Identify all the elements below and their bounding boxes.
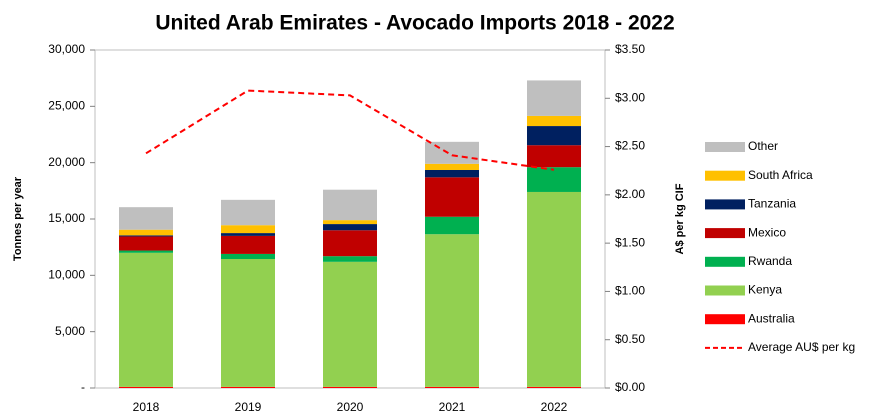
bar-segment xyxy=(119,236,173,251)
bar-segment xyxy=(221,233,275,236)
bar-segment xyxy=(527,115,581,127)
bar-segment xyxy=(425,141,479,164)
legend-label: Rwanda xyxy=(748,254,792,268)
y2-tick-label: $1.50 xyxy=(615,235,645,249)
legend-label: Other xyxy=(748,139,778,153)
y2-tick-label: $3.50 xyxy=(615,42,645,56)
bar-segment xyxy=(221,225,275,234)
y2-tick-label: $3.00 xyxy=(615,90,645,104)
bar-segment xyxy=(527,145,581,168)
bar-segment xyxy=(323,386,377,388)
bar-segment xyxy=(119,207,173,230)
x-tick-label: 2020 xyxy=(337,400,364,414)
legend-label: Australia xyxy=(748,311,795,325)
x-tick-label: 2019 xyxy=(235,400,262,414)
y-tick-label: - xyxy=(81,380,85,394)
bar-segment xyxy=(119,229,173,236)
bar-segment xyxy=(425,169,479,178)
bar-segment xyxy=(221,386,275,388)
y-axis-label: Tonnes per year xyxy=(12,176,24,261)
bar-segment xyxy=(425,386,479,388)
chart-title: United Arab Emirates - Avocado Imports 2… xyxy=(155,12,674,35)
legend-swatch xyxy=(705,199,745,210)
bar-segment xyxy=(323,224,377,231)
y2-tick-label: $0.00 xyxy=(615,380,645,394)
legend-swatch xyxy=(705,256,745,267)
x-tick-label: 2021 xyxy=(439,400,466,414)
legend-swatch xyxy=(705,285,745,296)
y-tick-label: 20,000 xyxy=(48,155,85,169)
bar-segment xyxy=(527,167,581,192)
bar-segment xyxy=(323,261,377,387)
legend-label: Average AU$ per kg xyxy=(748,340,855,354)
bar-segment xyxy=(221,235,275,254)
legend-label: Kenya xyxy=(748,283,782,297)
y-tick-label: 30,000 xyxy=(48,42,85,56)
bar-segment xyxy=(119,235,173,237)
y-tick-label: 5,000 xyxy=(55,324,85,338)
legend-swatch xyxy=(705,142,745,152)
bar-segment xyxy=(527,191,581,387)
bar-segment xyxy=(323,256,377,262)
y2-tick-label: $2.50 xyxy=(615,139,645,153)
legend-label: Tanzania xyxy=(748,197,796,211)
y2-tick-label: $1.00 xyxy=(615,284,645,298)
legend-label: South Africa xyxy=(748,168,813,182)
bar-segment xyxy=(323,230,377,257)
bar-segment xyxy=(221,258,275,387)
bar-segment xyxy=(527,80,581,116)
bar-segment xyxy=(425,234,479,387)
bar-segment xyxy=(425,177,479,217)
legend-swatch xyxy=(705,170,745,181)
y2-axis-label: A$ per kg CIF xyxy=(674,183,686,254)
y-tick-label: 25,000 xyxy=(48,99,85,113)
bar-segment xyxy=(323,189,377,221)
line-series xyxy=(145,89,555,171)
x-tick-label: 2018 xyxy=(133,400,160,414)
bar-segment xyxy=(221,199,275,226)
legend-swatch xyxy=(705,228,745,239)
y-tick-label: 15,000 xyxy=(48,211,85,225)
bar-segment xyxy=(221,253,275,259)
y2-tick-label: $2.00 xyxy=(615,187,645,201)
bar-segment xyxy=(527,386,581,388)
y-tick-label: 10,000 xyxy=(48,268,85,282)
bar-segment xyxy=(119,250,173,253)
bar-segment xyxy=(425,216,479,235)
x-tick-label: 2022 xyxy=(541,400,568,414)
bar-segment xyxy=(425,163,479,170)
bar-segment xyxy=(323,220,377,225)
bar-segment xyxy=(119,386,173,388)
y2-tick-label: $0.50 xyxy=(615,332,645,346)
bar-segment xyxy=(527,126,581,146)
legend-swatch xyxy=(705,314,745,325)
legend-label: Mexico xyxy=(748,225,786,239)
bar-segment xyxy=(119,252,173,387)
